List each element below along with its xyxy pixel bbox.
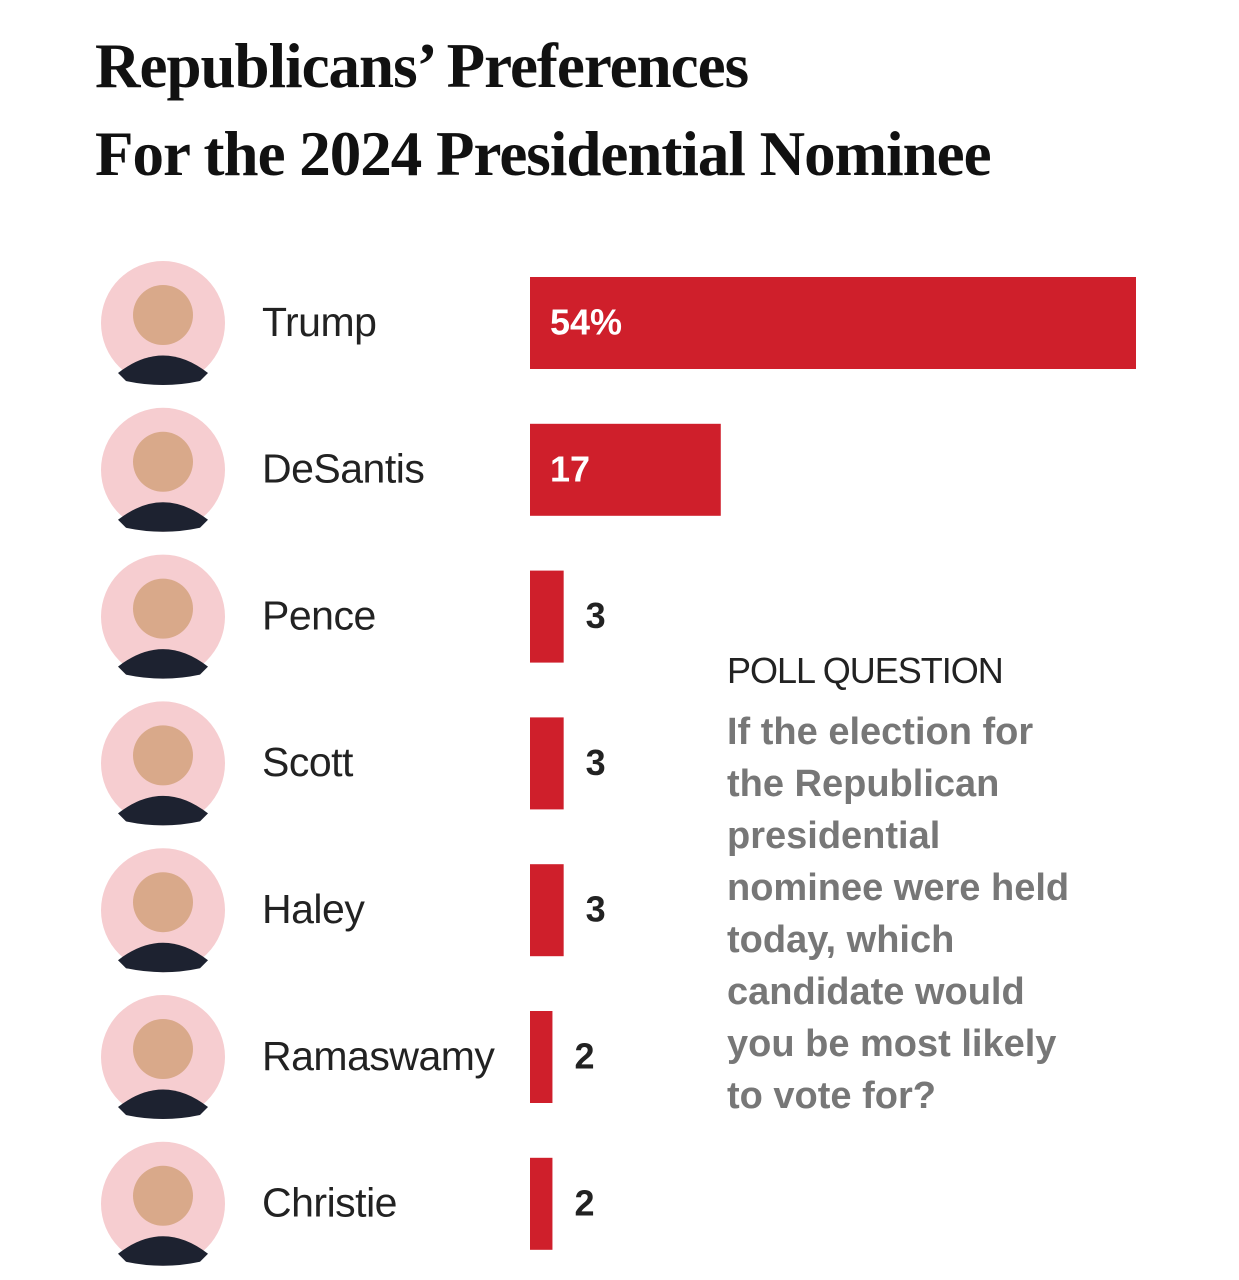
title-line: Republicans’ Preferences xyxy=(95,31,749,101)
value-label: 2 xyxy=(574,1182,594,1223)
value-label: 54% xyxy=(550,302,622,343)
category-label: Haley xyxy=(262,886,365,932)
bar xyxy=(530,423,721,516)
poll-heading: POLL QUESTION xyxy=(727,650,1004,691)
category-label: Ramaswamy xyxy=(262,1033,495,1079)
category-label: DeSantis xyxy=(262,446,424,492)
portrait-head xyxy=(133,1019,193,1079)
category-label: Scott xyxy=(262,739,354,785)
portrait-body xyxy=(118,502,208,532)
chart-title: Republicans’ Preferences For the 2024 Pr… xyxy=(95,22,992,198)
category-label: Christie xyxy=(262,1180,397,1226)
portrait-head xyxy=(133,285,193,345)
bar xyxy=(530,277,1136,369)
poll-text: If the election for the Republican presi… xyxy=(727,711,1070,1117)
title-line: For the 2024 Presidential Nominee xyxy=(95,119,992,189)
bar xyxy=(530,1157,553,1250)
portrait-head xyxy=(133,578,193,639)
value-label: 3 xyxy=(586,742,606,783)
portrait-head xyxy=(133,431,193,492)
value-label: 17 xyxy=(550,448,590,489)
portrait-body xyxy=(118,942,208,973)
portrait-head xyxy=(133,725,193,786)
value-label: 3 xyxy=(586,595,606,636)
portrait-body xyxy=(118,355,208,385)
portrait-body xyxy=(118,1236,208,1266)
bar xyxy=(530,1011,553,1103)
value-label: 2 xyxy=(574,1036,594,1077)
portrait-body xyxy=(118,649,208,679)
portrait-head xyxy=(133,872,193,933)
portrait-body xyxy=(118,1089,208,1119)
value-label: 3 xyxy=(586,889,606,930)
bar xyxy=(530,864,564,957)
bar xyxy=(530,570,564,663)
category-label: Trump xyxy=(262,299,376,345)
portrait-body xyxy=(118,795,208,826)
poll-question: POLL QUESTION If the election for the Re… xyxy=(727,650,1099,1122)
category-label: Pence xyxy=(262,592,376,638)
portrait-head xyxy=(133,1165,193,1226)
bar xyxy=(530,717,564,810)
